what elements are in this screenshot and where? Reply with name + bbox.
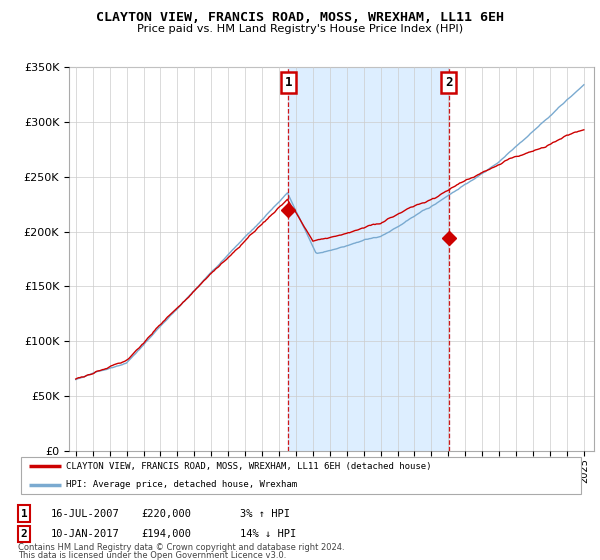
Text: 2: 2 [20,529,28,539]
Text: £194,000: £194,000 [141,529,191,539]
Text: 2: 2 [445,76,452,89]
Text: £220,000: £220,000 [141,508,191,519]
Text: 14% ↓ HPI: 14% ↓ HPI [240,529,296,539]
Text: 1: 1 [284,76,292,89]
Text: CLAYTON VIEW, FRANCIS ROAD, MOSS, WREXHAM, LL11 6EH (detached house): CLAYTON VIEW, FRANCIS ROAD, MOSS, WREXHA… [66,461,431,470]
Text: HPI: Average price, detached house, Wrexham: HPI: Average price, detached house, Wrex… [66,480,298,489]
Text: 3% ↑ HPI: 3% ↑ HPI [240,508,290,519]
Bar [288,67,449,451]
Text: 10-JAN-2017: 10-JAN-2017 [51,529,120,539]
Text: CLAYTON VIEW, FRANCIS ROAD, MOSS, WREXHAM, LL11 6EH: CLAYTON VIEW, FRANCIS ROAD, MOSS, WREXHA… [96,11,504,24]
Text: 1: 1 [20,508,28,519]
Text: Price paid vs. HM Land Registry's House Price Index (HPI): Price paid vs. HM Land Registry's House … [137,24,463,34]
Text: Contains HM Land Registry data © Crown copyright and database right 2024.: Contains HM Land Registry data © Crown c… [18,543,344,552]
Text: This data is licensed under the Open Government Licence v3.0.: This data is licensed under the Open Gov… [18,551,286,560]
FancyBboxPatch shape [21,458,581,493]
Text: 16-JUL-2007: 16-JUL-2007 [51,508,120,519]
